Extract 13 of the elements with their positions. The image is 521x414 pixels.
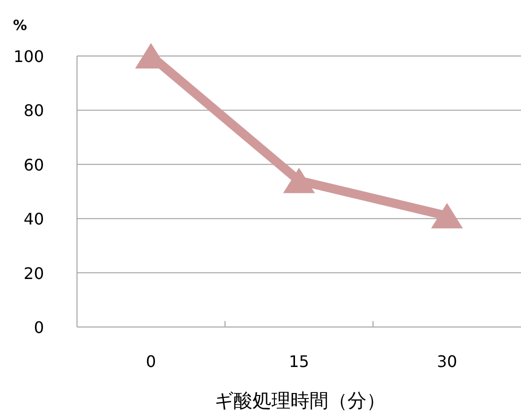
y-tick-label: 100 <box>13 47 44 66</box>
x-tick-label: 30 <box>436 352 458 371</box>
y-tick-label: 80 <box>24 101 44 120</box>
x-tick-label: 0 <box>146 352 156 371</box>
y-tick-label: 40 <box>24 210 44 229</box>
y-axis-title: % <box>12 18 28 34</box>
y-tick-label: 20 <box>24 264 44 283</box>
x-axis-title: ギ酸処理時間（分） <box>214 390 386 412</box>
point <box>432 203 462 228</box>
point <box>284 168 314 194</box>
y-tick-label: 0 <box>34 318 44 337</box>
y-tick-label: 60 <box>24 155 44 174</box>
x-tick-label: 15 <box>288 352 310 371</box>
